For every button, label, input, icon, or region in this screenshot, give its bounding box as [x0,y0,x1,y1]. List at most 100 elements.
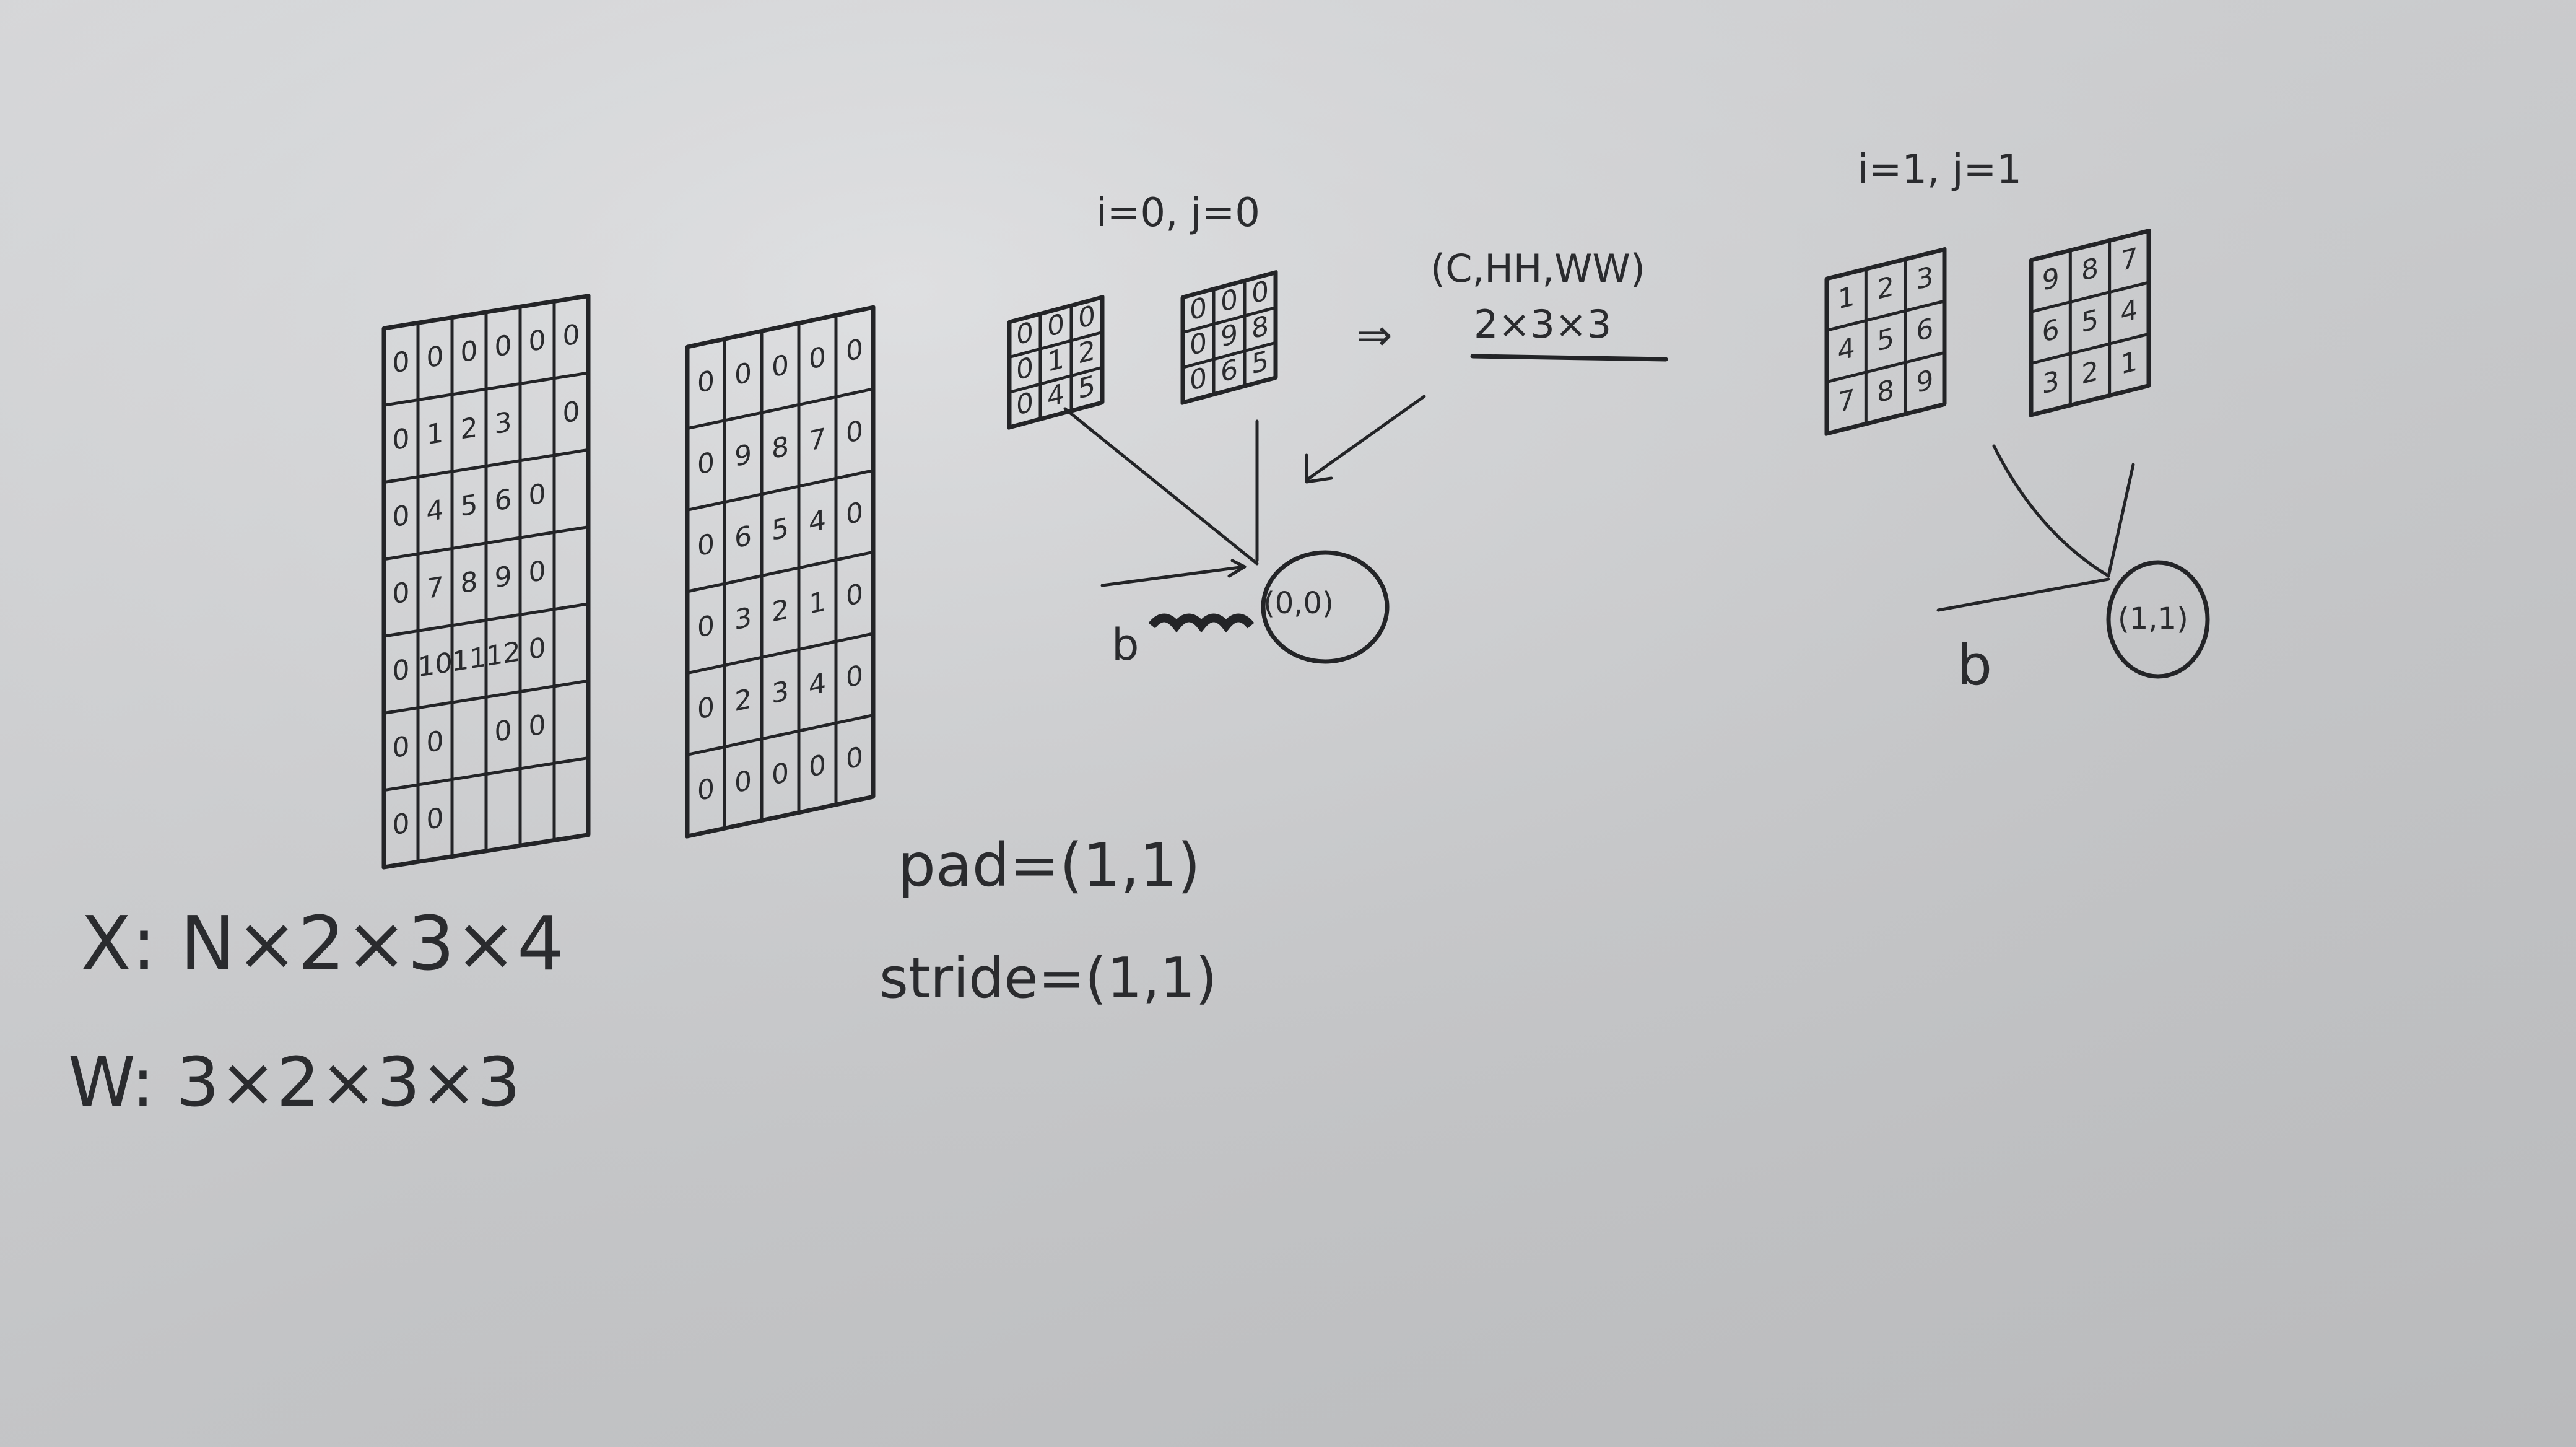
grid-cell-value: 8 [1877,374,1894,409]
grid-cell-value: 0 [393,807,410,841]
grid-cell-value: 5 [2081,303,2099,339]
grid-cell-value: 0 [697,446,715,481]
grid-cell-value: 0 [734,764,752,799]
grid-cell-value: 7 [427,571,444,605]
grid-cell-value: 8 [772,431,789,465]
padded-input-grid-2: 0 0 0 0 00 9 8 7 00 6 5 4 00 3 2 1 00 2 3 4 00 0 0 0 0 [685,305,876,839]
grid-cell-value: 1 [2120,345,2138,381]
grid-line [685,714,875,756]
connection-line-2b [2107,463,2135,578]
grid-cell-value: 4 [2120,293,2138,329]
bias-line-2 [1936,577,2110,612]
grid-cell-value: 0 [495,330,512,364]
grid-cell-value: 0 [846,414,863,449]
grid-cell-value: 1 [1838,280,1855,316]
grid-cell-value: 0 [1016,385,1033,422]
window-1a: 0 0 00 1 20 4 5 [1007,295,1105,430]
grid-cell-value: 3 [495,406,512,440]
grid-line [382,448,590,484]
window-1b: 0 0 00 9 80 6 5 [1180,270,1278,405]
grid-cell-value: 0 [697,610,715,644]
implies-symbol: ⇒ [1356,310,1393,361]
bias-first-label: b [1112,619,1139,670]
grid-cell-value: 0 [393,730,410,764]
grid-cell-value: 0 [563,318,580,352]
grid-cell-value: 5 [1078,369,1095,406]
grid-cell-value: 0 [1190,290,1207,327]
grid-cell-value: 3 [2042,364,2060,400]
filter-shape-head: (C,HH,WW) [1430,246,1645,291]
grid-cell-value: 0 [697,365,715,400]
grid-cell-value: 0 [563,395,580,429]
grid-cell-value: 1 [427,417,444,451]
grid-cell-value: 8 [461,566,478,600]
grid-cell-value: 5 [1877,321,1894,357]
window-2a-border [1824,247,1947,436]
grid-cell-value: 6 [1916,312,1933,348]
grid-cell-value: 0 [393,654,410,688]
grid-line [1825,351,1946,384]
grid-cell-value: 0 [846,659,863,694]
output-cell-second-label: (1,1) [2118,601,2188,636]
grid-cell-value: 4 [1047,377,1064,414]
filter-shape-underline [1470,354,1668,362]
grid-cell-value: 0 [393,499,410,533]
grid-cell-value: 2 [772,593,789,628]
grid-cell-value: 0 [697,691,715,725]
output-neuron-2 [2106,560,2210,679]
window-2b: 9 8 7 6 5 4 3 2 1 [2029,229,2151,417]
grid-cell-value: 0 [393,577,410,611]
grid-cell-value: 8 [1251,308,1269,346]
grid-cell-value: 0 [1016,315,1033,352]
grid-cell-value: 0 [772,349,789,383]
window-2a: 1 2 3 4 5 6 7 8 9 [1824,247,1947,436]
grid-cell-value: 2 [1877,270,1894,306]
grid-cell-value: 4 [809,667,826,702]
grid-cell-value: 0 [809,341,826,376]
grid-cell-value: 4 [427,494,444,528]
grid-cell-value: 0 [529,555,546,589]
grid-cell-value: 0 [697,772,715,807]
connection-line-2a [1992,444,2110,578]
w-shape-note: W: 3×2×3×3 [68,1043,521,1122]
grid-line [685,632,875,675]
grid-cell-value: 0 [461,334,478,369]
stride-note: stride=(1,1) [879,946,1217,1011]
grid-cell-value: 0 [393,346,410,380]
grid-line [382,756,590,792]
x-shape-note: X: N×2×3×4 [80,901,564,987]
grid-cell-value: 12 [486,636,521,673]
grid-cell-value: 6 [1221,352,1238,389]
grid-cell-value: 9 [734,439,752,473]
bias-line-1 [1100,565,1247,587]
grid-cell-value: 0 [529,324,546,358]
grid-cell-value: 1 [809,586,826,621]
grid-cell-value: 4 [809,504,826,539]
window-1b-border [1180,270,1278,405]
grid-line [1181,305,1277,334]
grid-cell-value: 9 [2042,261,2060,297]
grid-cell-value: 7 [2120,242,2138,278]
grid-cell-value: 0 [1251,274,1269,311]
grid-cell-value: 11 [452,641,487,678]
grid-cell-value: 0 [697,528,715,562]
output-neuron-1 [1261,550,1390,664]
grid-line [1181,341,1277,369]
grid-cell-value: 0 [846,578,863,613]
grid-line [2029,332,2151,365]
grid-cell-value: 1 [1047,342,1064,379]
grid-cell-value: 9 [1916,364,1933,400]
grid-cell-value: 6 [734,520,752,554]
grid-cell-value: 0 [1016,350,1033,387]
pad-note: pad=(1,1) [898,831,1201,900]
grid-cell-value: 0 [846,333,863,368]
grid-cell-value: 4 [1838,331,1855,367]
grid-cell-value: 0 [393,422,410,457]
grid-line [685,550,875,593]
grid-cell-value: 3 [1916,260,1933,296]
grid-cell-value: 2 [1078,333,1095,370]
grid-cell-value: 0 [1047,307,1064,344]
grid-cell-value: 0 [529,709,546,743]
